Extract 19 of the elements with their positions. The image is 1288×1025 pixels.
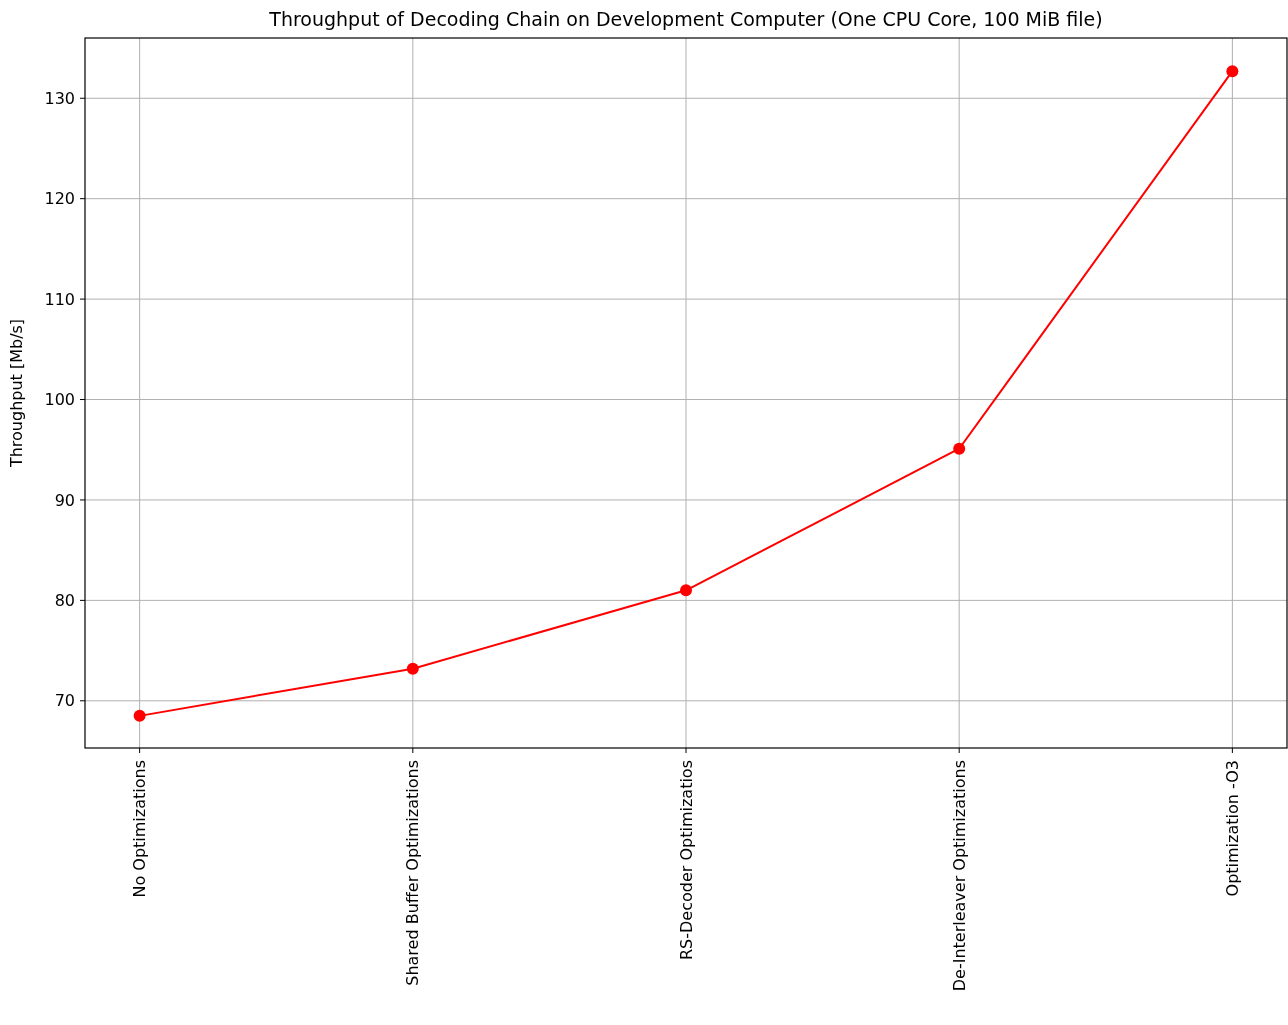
point	[680, 584, 692, 597]
x-tick-label: Optimization -O3	[1222, 760, 1242, 897]
x-tick-label: De-Interleaver Optimizations	[949, 760, 969, 992]
point	[953, 442, 966, 455]
x-tick-label: RS-Decoder Optimizatios	[676, 760, 696, 961]
y-tick-label: 80	[54, 590, 75, 610]
point	[133, 709, 146, 722]
y-tick-label: 70	[54, 691, 75, 711]
y-tick-label: 110	[44, 289, 75, 309]
x-tick-label: Shared Buffer Optimizations	[403, 760, 423, 986]
y-tick-label: 130	[44, 88, 75, 108]
y-axis-title: Throughput [Mb/s]	[7, 318, 26, 469]
point	[1226, 65, 1239, 78]
y-tick-label: 90	[54, 490, 75, 510]
chart-title: Throughput of Decoding Chain on Development Computer (One CPU Core, 100 MiB file)	[268, 8, 1103, 30]
y-tick-label: 120	[44, 189, 75, 209]
x-tick-label: No Optimizations	[130, 760, 150, 898]
point	[406, 662, 419, 675]
y-tick-label: 100	[44, 390, 75, 410]
